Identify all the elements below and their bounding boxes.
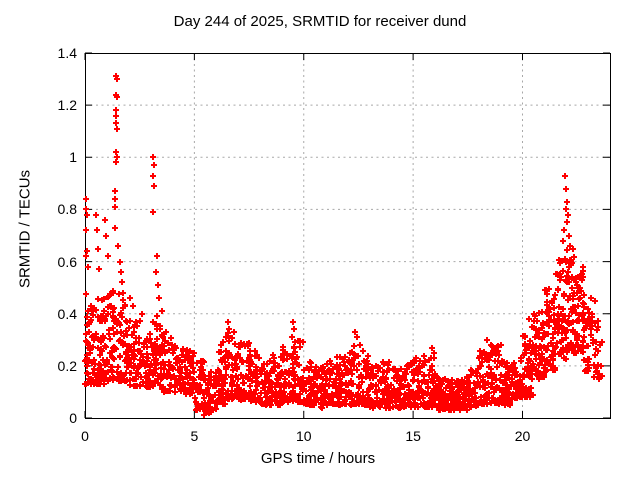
x-axis-label: GPS time / hours xyxy=(260,450,376,467)
chart-title: Day 244 of 2025, SRMTID for receiver dun… xyxy=(173,13,467,30)
x-tick-label: 15 xyxy=(405,428,421,444)
y-axis-label: SRMTID / TECUs xyxy=(16,169,34,289)
y-tick-label: 0.8 xyxy=(57,201,77,218)
y-tick-label: 0.2 xyxy=(57,357,77,374)
y-tick-label: 1.2 xyxy=(57,97,77,114)
x-tick-label: 20 xyxy=(514,428,531,444)
plot-area xyxy=(82,52,611,419)
x-tick-label: 5 xyxy=(190,428,199,444)
y-tick-label: 0 xyxy=(69,410,77,426)
y-tick-label: 1 xyxy=(69,149,77,166)
y-tick-label: 0.6 xyxy=(57,253,77,270)
scatter-points xyxy=(82,73,605,418)
x-tick-label: 0 xyxy=(81,428,89,444)
plot-border xyxy=(85,53,611,419)
x-tick-label: 10 xyxy=(295,428,312,444)
y-tick-label: 0.4 xyxy=(57,305,77,322)
y-tick-label: 1.4 xyxy=(57,45,77,61)
